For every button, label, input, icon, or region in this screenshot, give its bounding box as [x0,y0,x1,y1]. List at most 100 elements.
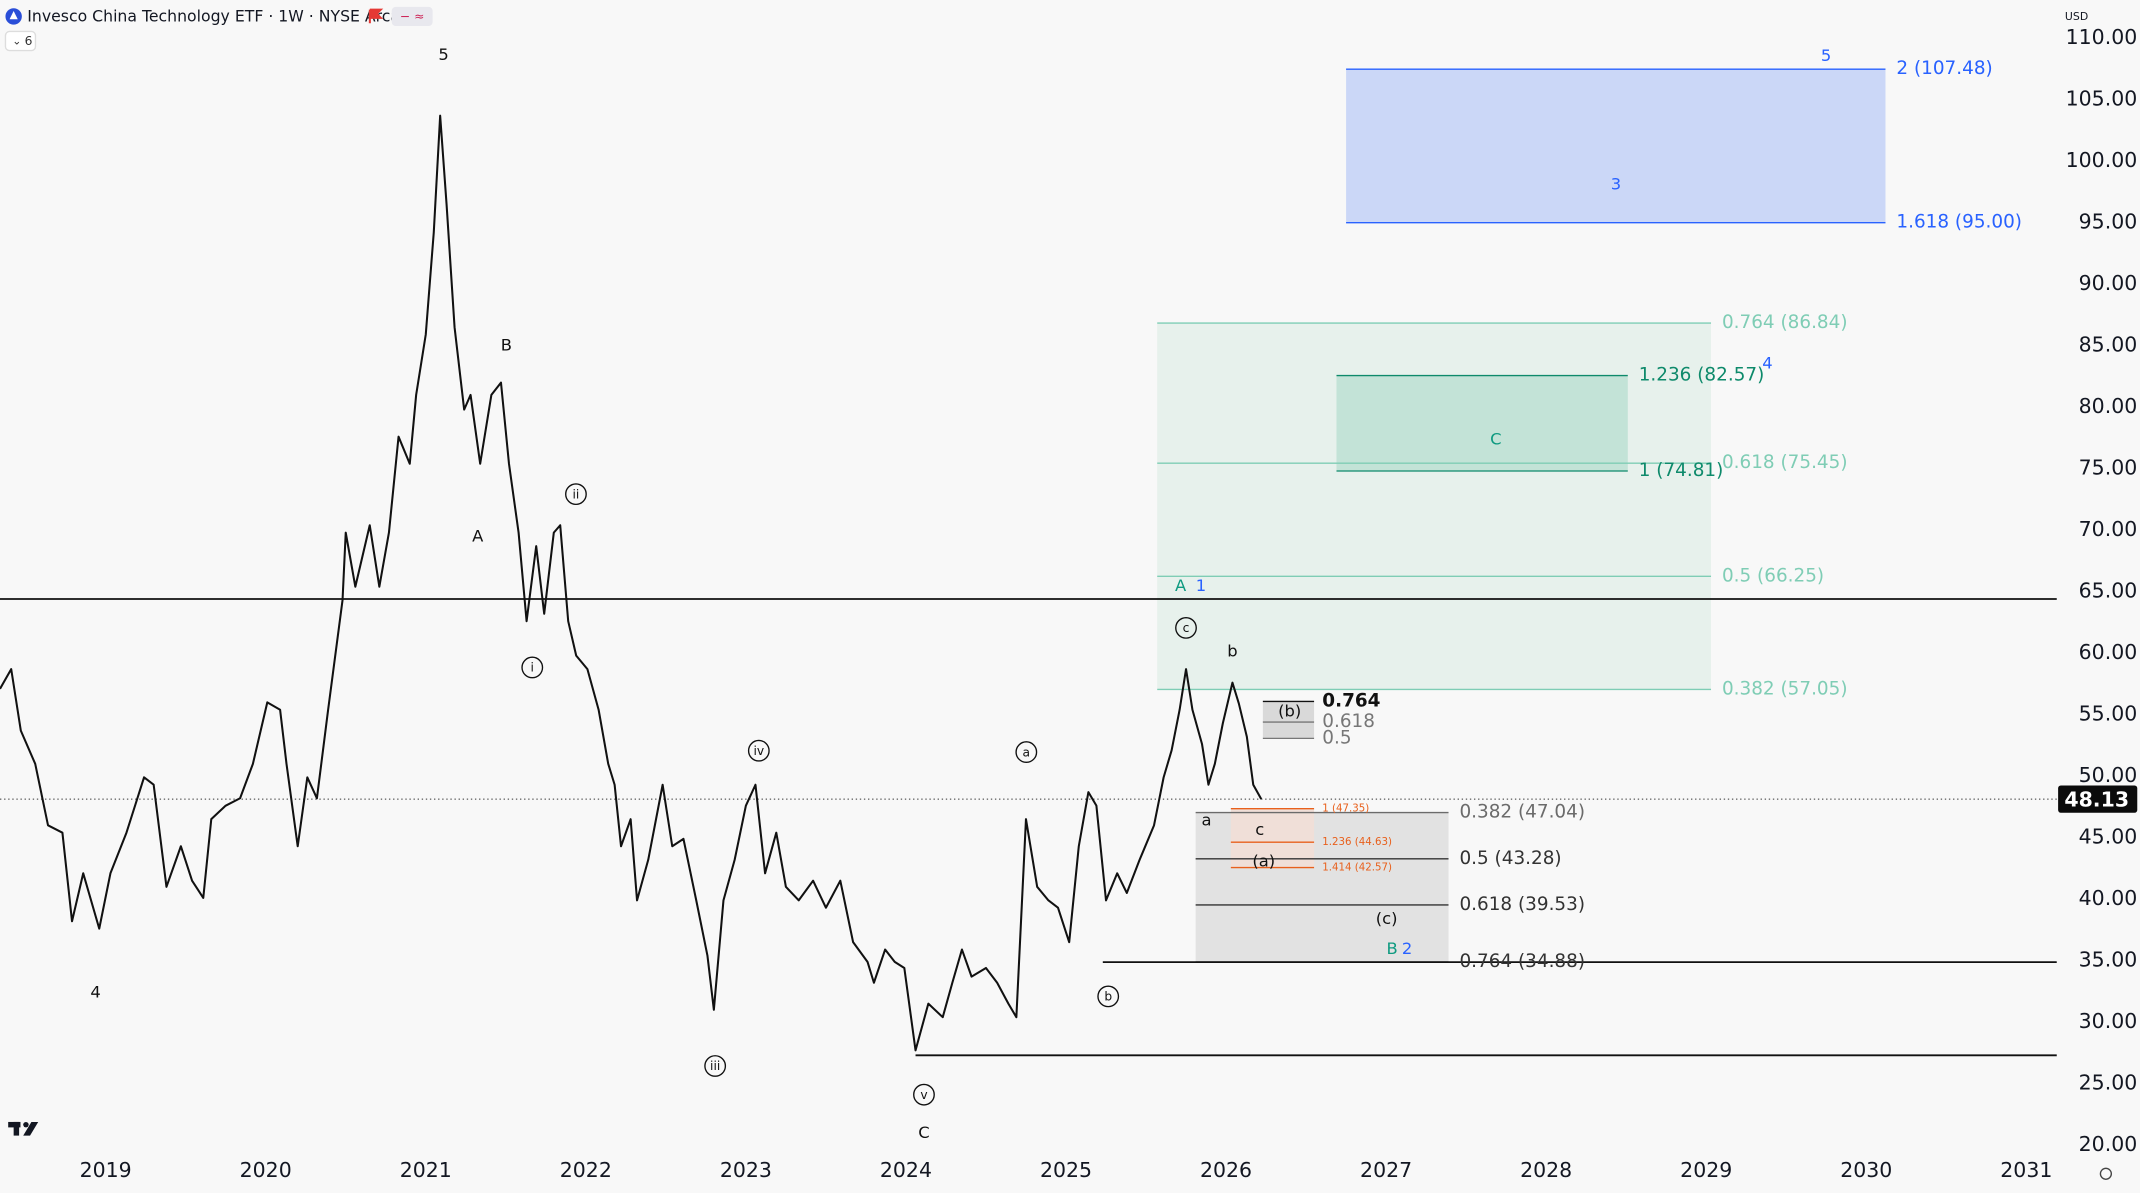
labels: 2 (107.48) 1.618 (95.00) 0.764 (86.84) 0.61… [90,45,2022,1142]
fib-label: 0.764 [1322,690,1380,711]
wave-label: 1 [1196,576,1206,595]
wave-label: 3 [1611,175,1621,194]
y-tick-label: 65.00 [2079,579,2138,603]
wave-circle [1175,616,1197,639]
indicator-arrow: ⌄ [12,35,21,48]
settings-icon[interactable] [2099,1167,2113,1180]
wave-label: 2 [1402,939,1412,958]
fib-label: 1 (47.35) [1322,804,1369,815]
wave-circle [1015,741,1038,764]
wave-label: 4 [90,982,100,1001]
x-tick-label: 2030 [1840,1158,1892,1182]
y-tick-label: 85.00 [2079,333,2138,357]
wave-label: a [1201,811,1211,830]
wave-label: iv [753,744,764,758]
wave-circle [521,656,544,679]
price-line [0,114,1263,1052]
x-tick-label: 2024 [880,1158,932,1182]
x-tick-label: 2025 [1040,1158,1092,1182]
fib-label: 0.5 [1322,727,1351,748]
wave-label: iii [710,1059,720,1073]
y-tick-label: 105.00 [2066,87,2138,111]
y-tick-label: 55.00 [2079,702,2138,726]
wave-label: 5 [438,45,448,64]
wave-label: v [920,1088,927,1102]
y-tick-label: 40.00 [2079,886,2138,910]
fib-label: 1.618 (95.00) [1896,212,2022,233]
flag-icon[interactable] [368,8,384,24]
fib-label: 0.764 (86.84) [1722,312,1848,333]
fib-label: 0.618 (75.45) [1722,452,1848,473]
wave-label: i [531,661,534,675]
fib-label: 1.414 (42.57) [1322,863,1392,874]
x-tick-label: 2031 [2000,1158,2052,1182]
x-tick-label: 2020 [240,1158,292,1182]
y-tick-label: 30.00 [2079,1009,2138,1033]
fib-label: 1.236 (44.63) [1322,837,1392,848]
fib-label: 0.5 (66.25) [1722,565,1824,586]
axes: 20.00 25.00 30.00 35.00 40.00 45.00 50.00 55.00… [80,25,2138,1182]
y-tick-label: 25.00 [2079,1071,2138,1095]
fib-label: 0.764 (34.88) [1459,951,1585,972]
wave-label: (a) [1252,851,1275,870]
y-tick-label: 75.00 [2079,456,2138,480]
price [0,114,1263,1052]
y-tick-label: 90.00 [2079,271,2138,295]
y-tick-label: 35.00 [2079,948,2138,972]
wave-label: b [1227,641,1237,660]
y-tick-label: 110.00 [2066,25,2138,49]
fib-label: 1 (74.81) [1639,460,1724,481]
wave-circle [747,739,770,762]
fib-label: 0.382 (47.04) [1459,802,1585,823]
wave-label: a [1023,745,1031,759]
wave-label: 5 [1821,46,1831,65]
indicator-count: 6 [25,34,33,48]
wave-label: c [1183,621,1190,635]
wave-label: (c) [1376,909,1398,928]
zone [1346,69,1886,223]
wave-label: A [472,527,484,546]
fib-label: 0.618 (39.53) [1459,894,1585,915]
wave-label: B [1386,939,1397,958]
y-tick-label: 95.00 [2079,210,2138,234]
fib-label: 1.236 (82.57) [1639,365,1765,386]
toggle-pill[interactable] [391,6,433,27]
y-tick-label: 70.00 [2079,517,2138,541]
wave-label: (b) [1278,701,1301,720]
wave-label: 4 [1762,353,1772,372]
logo-part [23,1121,39,1136]
fib-label: 0.618 [1322,711,1375,732]
currency-label[interactable]: USD [2065,10,2088,23]
y-tick-label: 50.00 [2079,763,2138,787]
wave-circle [1097,985,1120,1008]
x-tick-label: 2026 [1200,1158,1252,1182]
wave-circle [704,1055,727,1077]
indicator-toggle[interactable] [4,30,37,52]
fib-label: 2 (107.48) [1896,58,1992,79]
wave-label: A [1175,576,1187,595]
x-tick-label: 2022 [560,1158,612,1182]
y-tick-label: 80.00 [2079,394,2138,418]
wave-circle [565,483,587,506]
fib-label: 0.5 (43.28) [1459,848,1561,869]
x-tick-label: 2029 [1680,1158,1732,1182]
symbol-icon-glyph [9,11,18,20]
last-price-tag [2058,785,2138,813]
wave-label: c [1255,820,1264,839]
y-tick-label: 20.00 [2079,1132,2138,1156]
y-tick-label: 45.00 [2079,825,2138,849]
zone [1262,701,1315,739]
toggle-glyph: − ≈ [400,10,424,24]
wave-circle [913,1083,935,1106]
wave-label: B [501,336,512,355]
x-tick-label: 2023 [720,1158,772,1182]
x-tick-label: 2028 [1520,1158,1572,1182]
logo [8,1121,39,1136]
y-tick-label: 100.00 [2066,148,2138,172]
symbol-title[interactable]: Invesco China Technology ETF · 1W · NYSE… [27,7,400,26]
fib-label: 0.382 (57.05) [1722,678,1848,699]
y-tick-label: 60.00 [2079,640,2138,664]
wave-label: C [918,1123,929,1142]
